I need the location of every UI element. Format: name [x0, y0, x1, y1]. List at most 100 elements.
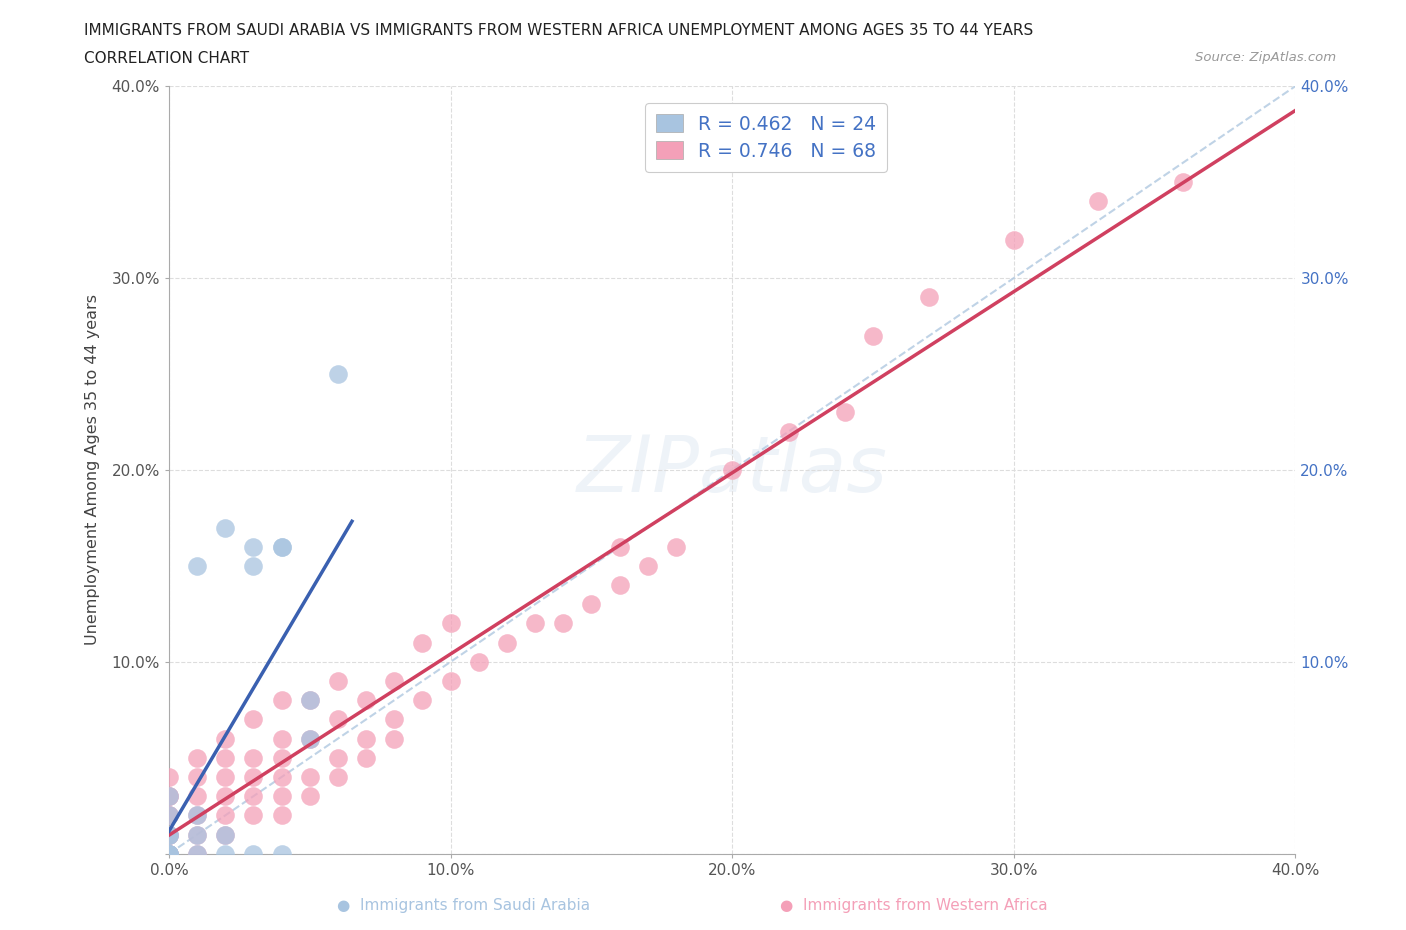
Point — [157, 827, 180, 842]
Point — [186, 751, 208, 765]
Text: ZIPatlas: ZIPatlas — [576, 432, 887, 508]
Point — [214, 731, 236, 746]
Point — [382, 712, 405, 727]
Point — [157, 827, 180, 842]
Text: CORRELATION CHART: CORRELATION CHART — [84, 51, 249, 66]
Point — [326, 366, 349, 381]
Point — [270, 751, 292, 765]
Point — [157, 789, 180, 804]
Point — [270, 539, 292, 554]
Text: Source: ZipAtlas.com: Source: ZipAtlas.com — [1195, 51, 1336, 64]
Point — [242, 712, 264, 727]
Point — [214, 520, 236, 535]
Point — [298, 693, 321, 708]
Point — [214, 769, 236, 784]
Point — [496, 635, 519, 650]
Point — [918, 290, 941, 305]
Point — [242, 769, 264, 784]
Point — [298, 769, 321, 784]
Point — [157, 846, 180, 861]
Point — [242, 539, 264, 554]
Point — [298, 789, 321, 804]
Point — [157, 808, 180, 823]
Point — [186, 846, 208, 861]
Text: ●  Immigrants from Western Africa: ● Immigrants from Western Africa — [780, 898, 1047, 913]
Point — [439, 616, 461, 631]
Point — [382, 731, 405, 746]
Point — [157, 789, 180, 804]
Point — [242, 558, 264, 573]
Point — [411, 693, 433, 708]
Point — [214, 827, 236, 842]
Point — [326, 712, 349, 727]
Point — [298, 693, 321, 708]
Point — [382, 673, 405, 688]
Text: IMMIGRANTS FROM SAUDI ARABIA VS IMMIGRANTS FROM WESTERN AFRICA UNEMPLOYMENT AMON: IMMIGRANTS FROM SAUDI ARABIA VS IMMIGRAN… — [84, 23, 1033, 38]
Point — [1087, 193, 1109, 208]
Point — [270, 693, 292, 708]
Point — [439, 673, 461, 688]
Point — [778, 424, 800, 439]
Point — [326, 769, 349, 784]
Point — [157, 827, 180, 842]
Point — [270, 539, 292, 554]
Point — [524, 616, 547, 631]
Point — [214, 789, 236, 804]
Point — [467, 655, 489, 670]
Point — [1002, 232, 1025, 247]
Point — [242, 846, 264, 861]
Point — [298, 731, 321, 746]
Point — [157, 808, 180, 823]
Point — [834, 405, 856, 419]
Point — [326, 673, 349, 688]
Point — [270, 769, 292, 784]
Point — [326, 751, 349, 765]
Point — [637, 558, 659, 573]
Point — [553, 616, 575, 631]
Point — [186, 789, 208, 804]
Point — [186, 827, 208, 842]
Point — [270, 808, 292, 823]
Point — [298, 731, 321, 746]
Point — [157, 827, 180, 842]
Point — [214, 846, 236, 861]
Point — [581, 597, 603, 612]
Legend: R = 0.462   N = 24, R = 0.746   N = 68: R = 0.462 N = 24, R = 0.746 N = 68 — [645, 103, 887, 172]
Point — [157, 846, 180, 861]
Point — [214, 808, 236, 823]
Text: ●  Immigrants from Saudi Arabia: ● Immigrants from Saudi Arabia — [337, 898, 591, 913]
Point — [157, 789, 180, 804]
Point — [242, 808, 264, 823]
Point — [157, 846, 180, 861]
Point — [214, 827, 236, 842]
Point — [665, 539, 688, 554]
Point — [186, 558, 208, 573]
Point — [1171, 175, 1194, 190]
Point — [354, 751, 377, 765]
Point — [157, 846, 180, 861]
Point — [721, 462, 744, 477]
Point — [242, 789, 264, 804]
Point — [862, 328, 884, 343]
Point — [157, 846, 180, 861]
Point — [186, 808, 208, 823]
Point — [411, 635, 433, 650]
Point — [186, 769, 208, 784]
Point — [214, 751, 236, 765]
Point — [186, 827, 208, 842]
Point — [270, 731, 292, 746]
Point — [609, 539, 631, 554]
Y-axis label: Unemployment Among Ages 35 to 44 years: Unemployment Among Ages 35 to 44 years — [86, 295, 100, 645]
Point — [186, 846, 208, 861]
Point — [157, 846, 180, 861]
Point — [354, 693, 377, 708]
Point — [609, 578, 631, 592]
Point — [157, 769, 180, 784]
Point — [270, 846, 292, 861]
Point — [354, 731, 377, 746]
Point — [270, 789, 292, 804]
Point — [157, 808, 180, 823]
Point — [242, 751, 264, 765]
Point — [157, 846, 180, 861]
Point — [186, 808, 208, 823]
